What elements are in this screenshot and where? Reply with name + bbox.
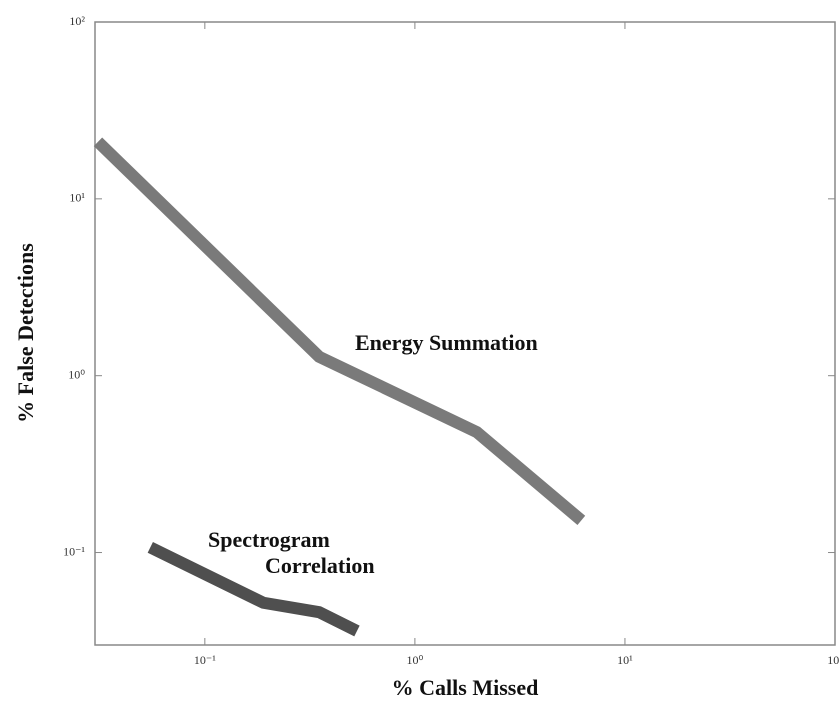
x-tick-label: 10² <box>827 653 839 667</box>
y-tick-label: 10⁰ <box>68 367 85 381</box>
x-tick-label: 10⁰ <box>406 653 423 667</box>
plot-frame <box>94 21 836 646</box>
x-axis-label: % Calls Missed <box>392 675 539 700</box>
y-tick-label: 10⁻¹ <box>63 544 85 558</box>
x-tick-label: 10¹ <box>617 653 633 667</box>
x-tick-label: 10⁻¹ <box>194 653 216 667</box>
series-line <box>93 137 586 525</box>
annotation: Spectrogram <box>208 527 330 552</box>
series-line <box>147 541 360 637</box>
annotation: Correlation <box>265 553 375 578</box>
annotation: Energy Summation <box>355 330 538 355</box>
y-tick-label: 10² <box>69 14 85 28</box>
y-tick-label: 10¹ <box>69 191 85 205</box>
y-axis-label: % False Detections <box>13 243 38 423</box>
